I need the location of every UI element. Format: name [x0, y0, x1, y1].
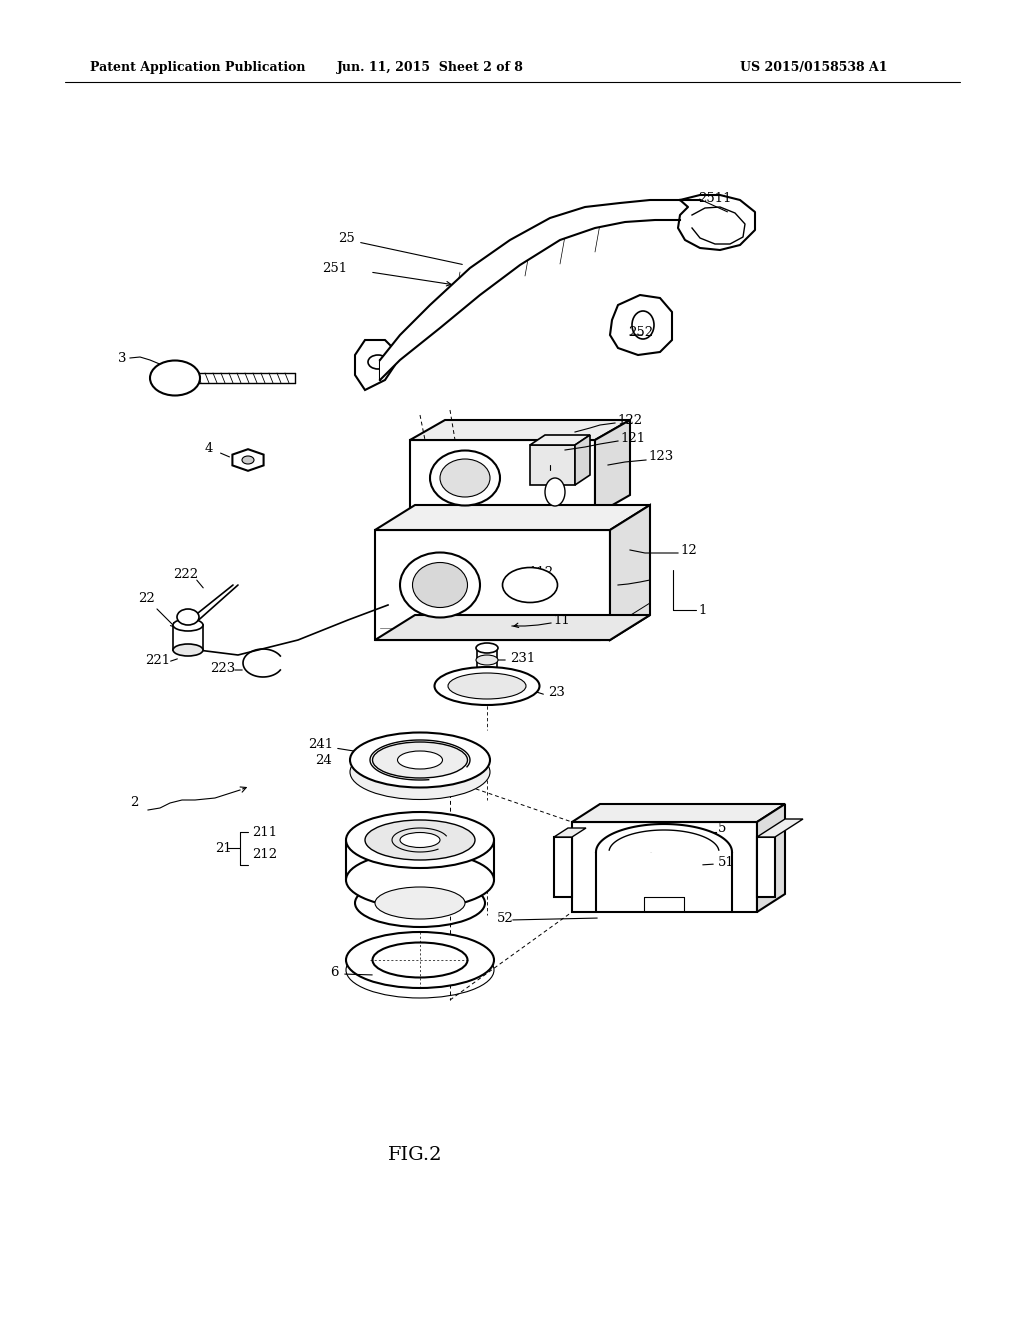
- Text: 24: 24: [315, 754, 332, 767]
- Ellipse shape: [350, 733, 490, 788]
- Ellipse shape: [632, 312, 654, 339]
- Text: Patent Application Publication: Patent Application Publication: [90, 62, 305, 74]
- Ellipse shape: [400, 553, 480, 618]
- Text: FIG.2: FIG.2: [388, 1146, 442, 1164]
- Ellipse shape: [373, 942, 468, 978]
- Polygon shape: [757, 818, 803, 837]
- Ellipse shape: [400, 833, 440, 847]
- Polygon shape: [375, 531, 610, 640]
- Ellipse shape: [503, 568, 557, 602]
- Ellipse shape: [173, 644, 203, 656]
- Polygon shape: [380, 201, 700, 380]
- Ellipse shape: [434, 667, 540, 705]
- Ellipse shape: [476, 655, 498, 665]
- Polygon shape: [572, 824, 757, 851]
- Ellipse shape: [373, 742, 468, 777]
- Text: 122: 122: [617, 413, 642, 426]
- Text: 51: 51: [718, 855, 735, 869]
- Polygon shape: [232, 449, 263, 471]
- Polygon shape: [375, 506, 650, 531]
- Ellipse shape: [150, 360, 200, 396]
- Text: 121: 121: [620, 432, 645, 445]
- Ellipse shape: [368, 355, 388, 370]
- Polygon shape: [355, 341, 395, 389]
- Text: 251: 251: [322, 261, 347, 275]
- Text: 5: 5: [718, 821, 726, 834]
- Ellipse shape: [242, 455, 254, 465]
- Ellipse shape: [346, 851, 494, 908]
- Ellipse shape: [346, 932, 494, 987]
- Text: 53: 53: [665, 842, 682, 854]
- Text: 252: 252: [628, 326, 653, 338]
- Polygon shape: [554, 828, 586, 837]
- Ellipse shape: [346, 812, 494, 869]
- Ellipse shape: [476, 643, 498, 653]
- Text: 222: 222: [173, 569, 198, 582]
- Text: 2511: 2511: [698, 191, 731, 205]
- Text: 23: 23: [548, 685, 565, 698]
- Text: 221: 221: [145, 653, 170, 667]
- Text: 3: 3: [118, 351, 127, 364]
- Ellipse shape: [449, 673, 526, 700]
- Ellipse shape: [355, 879, 485, 927]
- Polygon shape: [757, 837, 775, 898]
- Text: US 2015/0158538 A1: US 2015/0158538 A1: [740, 62, 888, 74]
- Text: 11: 11: [553, 614, 569, 627]
- Ellipse shape: [177, 609, 199, 624]
- Ellipse shape: [440, 459, 490, 498]
- Ellipse shape: [397, 751, 442, 770]
- Text: 241: 241: [308, 738, 333, 751]
- Ellipse shape: [346, 942, 494, 998]
- Text: 25: 25: [338, 231, 354, 244]
- Ellipse shape: [173, 619, 203, 631]
- Ellipse shape: [430, 450, 500, 506]
- Text: 211: 211: [252, 825, 278, 838]
- Polygon shape: [410, 420, 630, 440]
- Text: 1: 1: [698, 603, 707, 616]
- Ellipse shape: [365, 820, 475, 861]
- Text: 21: 21: [215, 842, 231, 854]
- Text: Jun. 11, 2015  Sheet 2 of 8: Jun. 11, 2015 Sheet 2 of 8: [337, 62, 523, 74]
- Polygon shape: [173, 624, 203, 649]
- Polygon shape: [570, 628, 600, 640]
- Ellipse shape: [545, 478, 565, 506]
- Ellipse shape: [375, 887, 465, 919]
- Text: 123: 123: [648, 450, 673, 462]
- Text: 112: 112: [528, 565, 553, 578]
- Polygon shape: [757, 804, 785, 912]
- Text: 4: 4: [205, 441, 213, 454]
- Text: 231: 231: [510, 652, 536, 664]
- Ellipse shape: [350, 744, 490, 800]
- Text: 12: 12: [680, 544, 696, 557]
- Text: 6: 6: [330, 965, 339, 978]
- Text: 223: 223: [210, 661, 236, 675]
- Polygon shape: [530, 436, 590, 445]
- Text: 52: 52: [497, 912, 514, 924]
- Polygon shape: [375, 615, 650, 640]
- Polygon shape: [575, 436, 590, 484]
- Text: 2: 2: [130, 796, 138, 808]
- Polygon shape: [610, 294, 672, 355]
- Polygon shape: [530, 445, 575, 484]
- Ellipse shape: [413, 562, 468, 607]
- Polygon shape: [678, 195, 755, 249]
- Polygon shape: [572, 822, 757, 912]
- Polygon shape: [595, 420, 630, 515]
- Polygon shape: [610, 506, 650, 640]
- Polygon shape: [410, 440, 595, 515]
- Text: 212: 212: [252, 849, 278, 862]
- Text: 22: 22: [138, 591, 155, 605]
- Polygon shape: [554, 837, 572, 898]
- Polygon shape: [572, 804, 785, 822]
